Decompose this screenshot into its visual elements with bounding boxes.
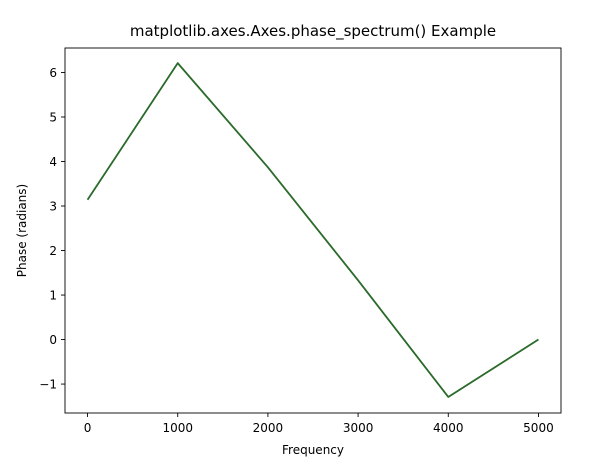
x-tick-label-1: 1000 [162,421,193,435]
y-tick-label-2: 1 [49,289,57,303]
x-axis: 0 1000 2000 3000 4000 5000 [84,413,554,435]
x-tick-label-5: 5000 [523,421,554,435]
y-tick-label-7: 6 [49,66,57,80]
y-tick-label-0: −1 [39,378,57,392]
y-tick-label-5: 4 [49,155,57,169]
x-axis-label: Frequency [282,443,344,457]
axes-frame [64,47,562,414]
y-axis-label: Phase (radians) [15,184,29,277]
y-tick-label-3: 2 [49,244,57,258]
y-tick-label-6: 5 [49,110,57,124]
x-tick-label-3: 3000 [343,421,374,435]
y-tick-label-4: 3 [49,200,57,214]
y-tick-label-1: 0 [49,333,57,347]
chart-title: matplotlib.axes.Axes.phase_spectrum() Ex… [130,22,496,41]
series-line-0 [86,62,539,398]
x-tick-label-0: 0 [84,421,92,435]
y-axis: −1 0 1 2 3 4 5 6 [39,66,65,392]
plot-area [86,62,539,398]
x-tick-label-4: 4000 [433,421,464,435]
x-tick-label-2: 2000 [253,421,284,435]
